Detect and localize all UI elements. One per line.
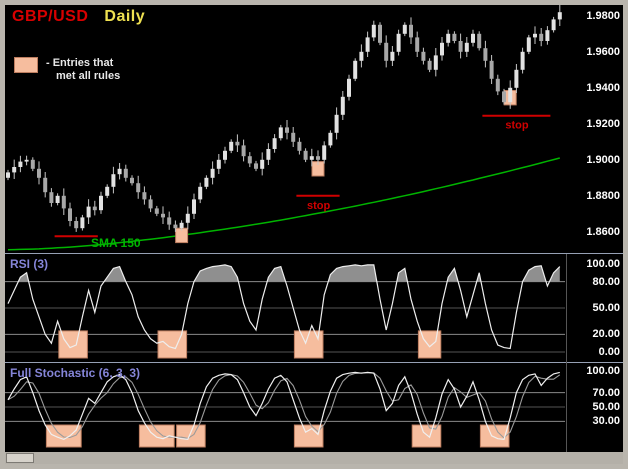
price-tick-label: 1.9600	[586, 45, 620, 58]
chart-title: GBP/USD Daily	[12, 8, 145, 26]
price-tick-label: 1.8800	[586, 189, 620, 202]
candles-group	[6, 5, 562, 232]
rsi-axis: 100.00 80.00 50.00 20.00 0.00	[565, 254, 623, 362]
chart-area: stop stop 1.9800 1.9600 1.9400 1.9200 1.9000 1…	[5, 5, 623, 452]
legend-text-line1: - Entries that	[46, 57, 114, 69]
stoch-tick-label: 100.00	[586, 365, 620, 377]
rsi-signal-box	[417, 330, 442, 359]
stoch-signal-box	[45, 424, 82, 448]
stochastic-chart-canvas[interactable]	[5, 363, 565, 452]
symbol-label: GBP/USD	[12, 8, 89, 25]
timeframe-label: Daily	[104, 8, 146, 25]
rsi-signal-box	[157, 330, 188, 359]
stochastic-panel-label: Full Stochastic (6, 3, 3)	[10, 366, 141, 380]
price-tick-label: 1.9800	[586, 9, 620, 22]
rsi-panel-label: RSI (3)	[10, 257, 49, 271]
stoch-signal-box	[138, 424, 175, 448]
stop-label: stop	[307, 200, 331, 212]
stop-label: stop	[505, 120, 529, 132]
stochastic-axis: 100.00 70.00 50.00 30.00	[565, 363, 623, 452]
sma-label: SMA 150	[91, 236, 141, 250]
scrollbar-thumb[interactable]	[6, 453, 34, 463]
rsi-tick-label: 20.00	[592, 328, 620, 341]
price-tick-label: 1.9200	[586, 117, 620, 130]
stoch-signal-box	[293, 424, 324, 448]
price-tick-label: 1.9000	[586, 153, 620, 166]
stoch-k-line	[7, 371, 560, 441]
stoch-tick-label: 70.00	[592, 386, 620, 399]
stoch-tick-label: 50.00	[592, 401, 620, 413]
rsi-chart-canvas[interactable]	[5, 254, 565, 362]
entries-legend: - Entries that met all rules	[14, 57, 120, 83]
entry-color-swatch	[14, 57, 38, 73]
stoch-signal-box	[411, 424, 442, 448]
price-chart-canvas[interactable]: stop stop	[5, 5, 565, 253]
rsi-tick-label: 100.00	[586, 258, 620, 270]
panel-divider	[5, 362, 623, 363]
legend-text-line2: met all rules	[56, 70, 121, 82]
rsi-line	[7, 264, 561, 350]
legend-text: - Entries that met all rules	[46, 57, 120, 83]
sma150-line	[7, 157, 560, 251]
rsi-tick-label: 0.00	[598, 346, 620, 358]
stoch-tick-label: 30.00	[592, 415, 620, 428]
price-axis: 1.9800 1.9600 1.9400 1.9200 1.9000 1.8800 1.86…	[565, 5, 623, 253]
rsi-tick-label: 50.00	[592, 302, 620, 314]
rsi-signal-box	[58, 330, 88, 359]
price-tick-label: 1.8600	[586, 225, 620, 238]
horizontal-scrollbar[interactable]	[5, 452, 623, 464]
price-tick-label: 1.9400	[586, 81, 620, 94]
axis-separator	[566, 254, 567, 452]
panel-divider	[5, 253, 623, 254]
rsi-tick-label: 80.00	[592, 275, 620, 288]
stoch-d-line	[7, 372, 561, 439]
